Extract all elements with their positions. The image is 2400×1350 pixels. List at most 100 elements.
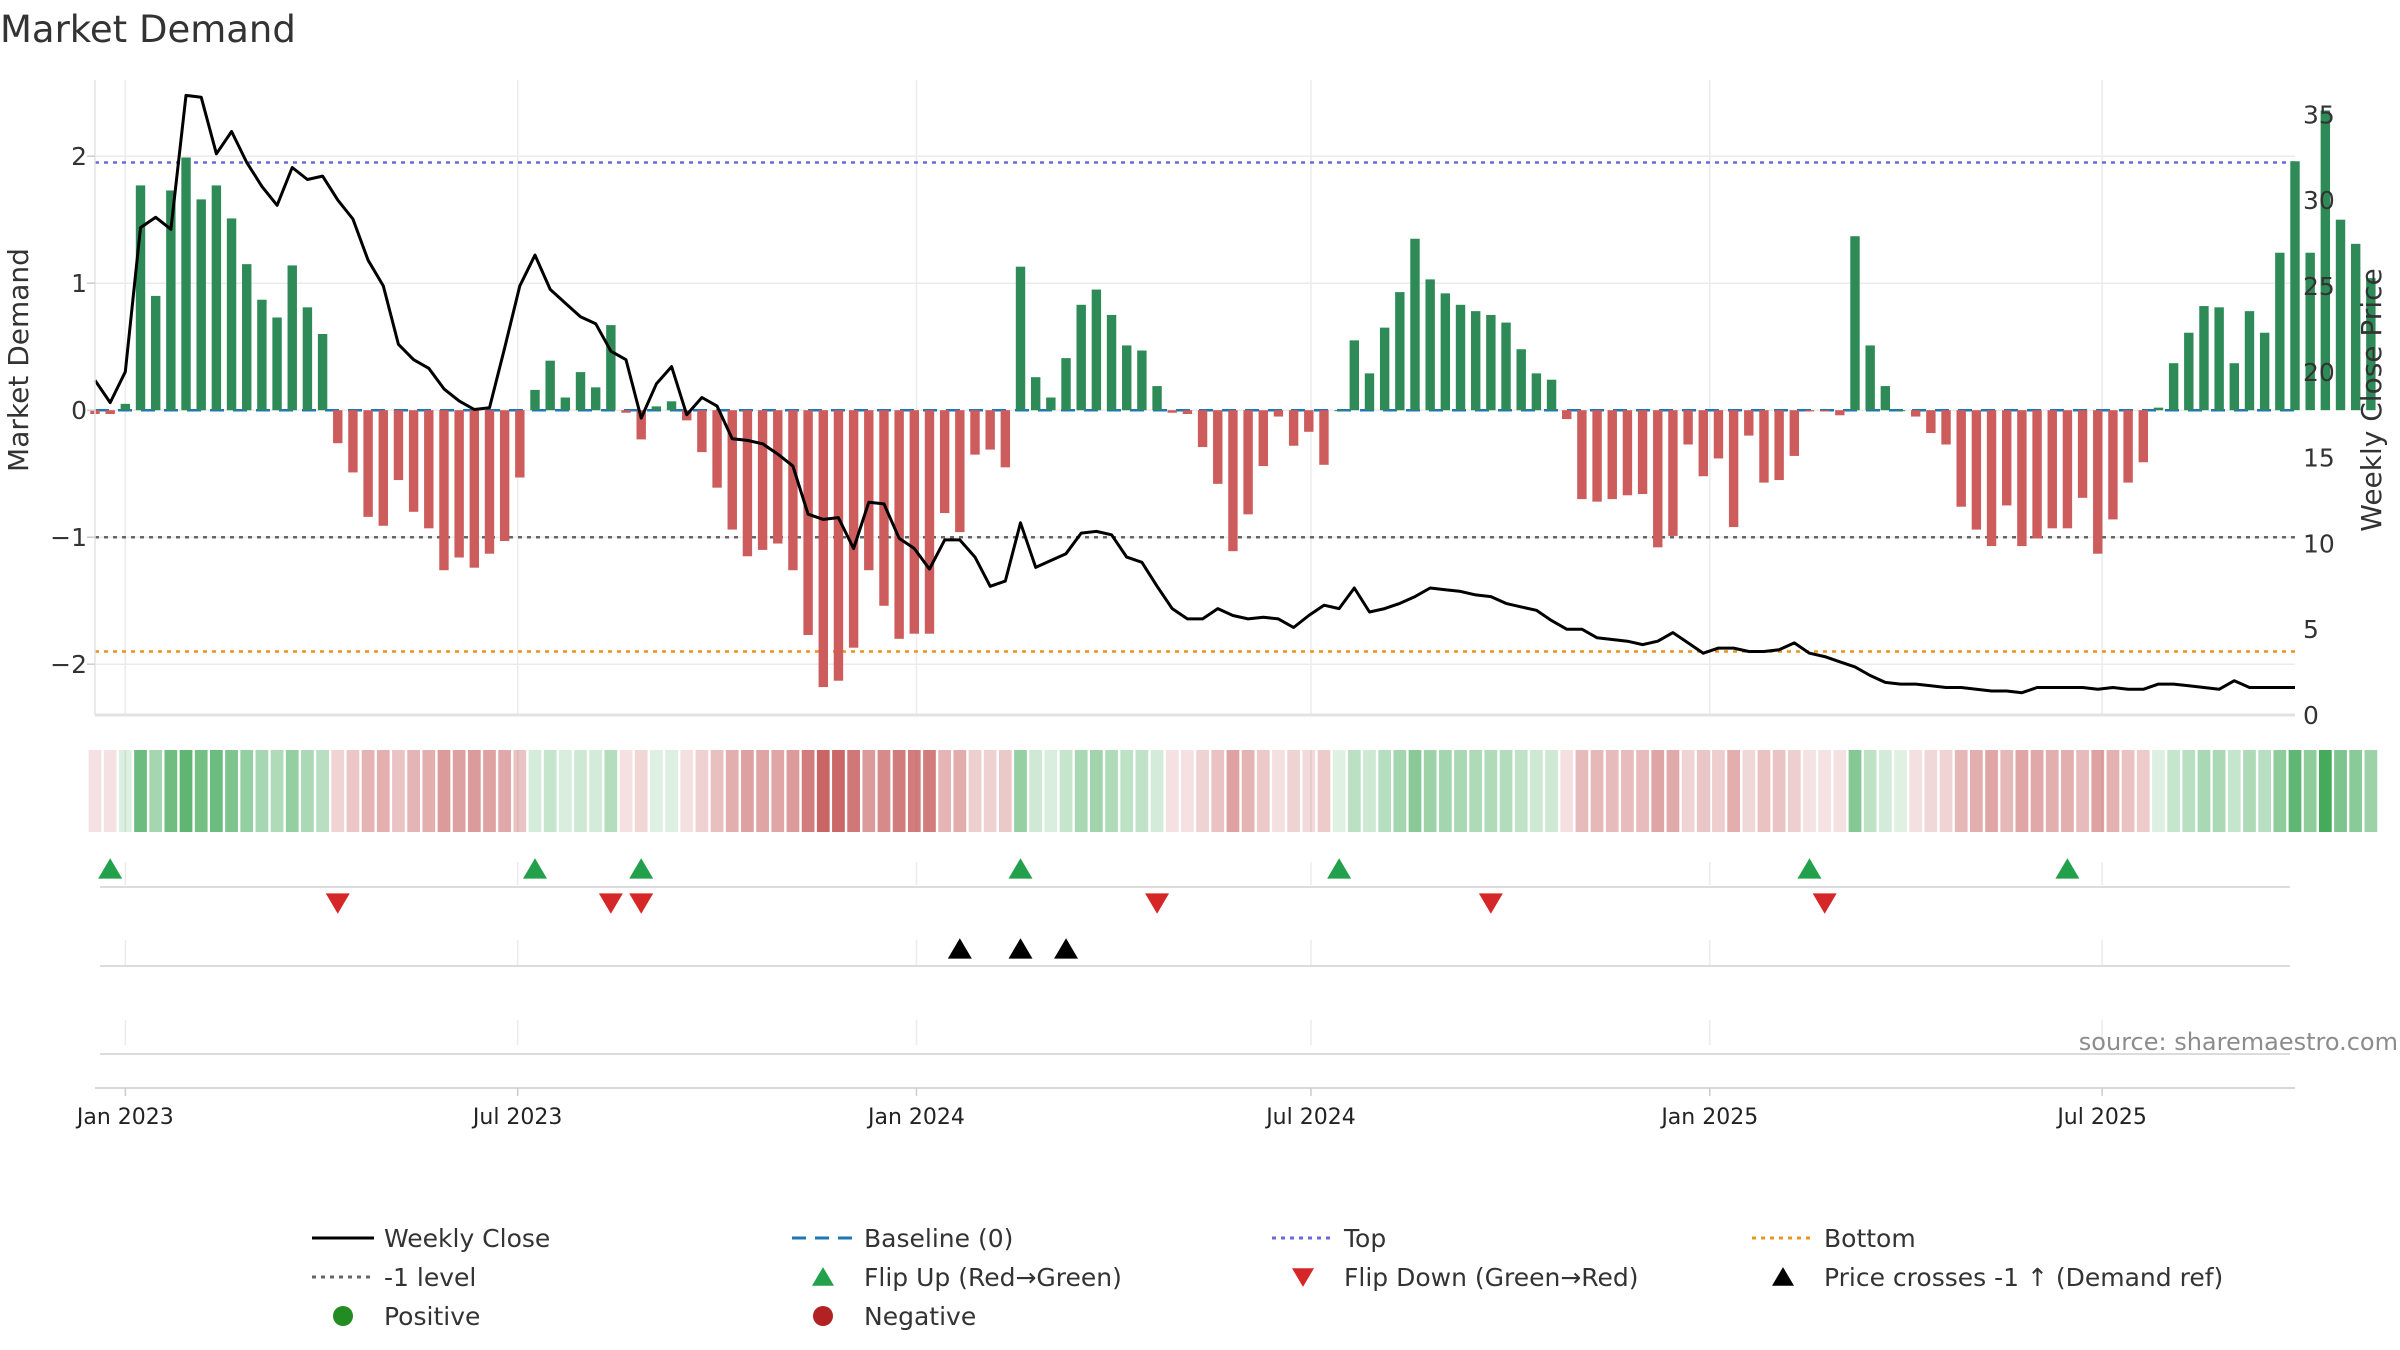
y-axis-label-left: Market Demand — [2, 248, 35, 472]
heat-strip-cell — [1848, 750, 1862, 832]
demand-bar — [2047, 410, 2057, 529]
heat-strip-cell — [301, 750, 314, 832]
legend-swatch-dot — [813, 1306, 833, 1326]
heat-strip-cell — [285, 750, 299, 832]
heat-strip-cell — [1712, 750, 1725, 832]
demand-bar — [1106, 314, 1117, 411]
demand-bar — [378, 410, 388, 526]
flip-up-marker — [523, 858, 547, 879]
heat-strip-cell — [1803, 750, 1816, 832]
demand-bar — [2138, 410, 2148, 463]
demand-bar — [439, 410, 449, 571]
heat-strip-cell — [1954, 750, 1968, 832]
weekly-close-line — [93, 93, 2295, 695]
price-cross-marker — [1054, 938, 1079, 959]
heat-strip-cell — [983, 750, 997, 832]
heat-strip-cell — [2167, 750, 2180, 832]
heat-strip-cell — [240, 750, 254, 832]
source-note: source: sharemaestro.com — [2079, 1028, 2398, 1056]
heat-strip-cell — [1454, 750, 1467, 832]
heat-strip-cell — [923, 750, 936, 832]
demand-bar — [2320, 110, 2331, 411]
heat-strip-cell — [1863, 750, 1877, 832]
event-markers-layer — [98, 858, 2290, 1055]
demand-bar — [864, 410, 874, 571]
heat-strip-cell — [604, 750, 618, 832]
flip-up-marker — [1797, 858, 1822, 879]
heat-strip-cell — [650, 750, 663, 832]
demand-bar — [1819, 410, 1830, 412]
demand-bar — [150, 295, 161, 411]
heat-strip-cell — [1241, 750, 1255, 832]
heat-strip-cell — [149, 750, 163, 832]
heat-strip-cell — [1302, 750, 1316, 832]
demand-bar — [408, 410, 419, 512]
demand-bar — [1364, 373, 1375, 411]
heat-strip-cell — [847, 750, 860, 832]
demand-bar — [1607, 410, 1617, 500]
heat-strip-cell — [1909, 750, 1923, 832]
heat-strip-cell — [270, 750, 284, 832]
x-tick-label: Jan 2025 — [1659, 1105, 1758, 1130]
demand-bar — [1577, 410, 1587, 500]
demand-bar — [2350, 243, 2361, 411]
flip-down-marker — [629, 893, 654, 914]
heat-strip-cell — [2045, 750, 2059, 832]
demand-bar — [1956, 410, 1966, 507]
demand-bar — [1213, 410, 1223, 484]
demand-bar — [348, 410, 358, 473]
heat-strip-cell — [225, 750, 238, 832]
heat-strip-cell — [1256, 750, 1270, 832]
x-tick-label: Jan 2024 — [866, 1105, 965, 1130]
heat-strip-cell — [619, 750, 633, 832]
heat-strip-cell — [1044, 750, 1058, 832]
demand-bar — [1122, 345, 1132, 411]
demand-bar — [1061, 358, 1071, 411]
demand-bar — [2017, 410, 2027, 547]
demand-bar — [788, 410, 798, 571]
heat-strip-cell — [1939, 750, 1953, 832]
heat-strip-cell — [2076, 750, 2089, 832]
heat-strip-cell — [1408, 750, 1422, 832]
heat-strip-cell — [1878, 750, 1892, 832]
demand-bar — [1486, 314, 1496, 411]
heat-strip-cell — [1332, 750, 1346, 832]
demand-bar — [2229, 363, 2240, 411]
heat-strip-cell — [2061, 750, 2074, 832]
demand-bar — [773, 410, 783, 544]
demand-bar — [1850, 236, 1860, 411]
heat-strip-cell — [1970, 750, 1983, 832]
demand-bar — [1319, 410, 1329, 465]
demand-bar — [894, 410, 904, 639]
y-tick-label-left: 2 — [71, 142, 87, 171]
demand-bar — [257, 299, 267, 411]
demand-bar — [317, 334, 328, 411]
demand-bar — [1182, 410, 1193, 415]
heat-strip-cell — [1150, 750, 1164, 832]
y-tick-label-left: 0 — [71, 396, 87, 425]
demand-bar — [1288, 410, 1299, 446]
demand-bar — [2123, 410, 2133, 483]
demand-bar — [985, 410, 995, 450]
heat-strip-cell — [2212, 750, 2226, 832]
demand-bar — [135, 185, 146, 411]
demand-bar — [1971, 410, 1982, 530]
heat-strip-cell — [1272, 750, 1285, 832]
heat-strip-cell — [1757, 750, 1771, 832]
heat-strip-cell — [1545, 750, 1558, 832]
heat-strip-cell — [88, 750, 102, 832]
heat-strip-cell — [680, 750, 694, 832]
heat-strip-cell — [210, 750, 223, 832]
demand-bar — [2335, 219, 2346, 411]
heat-strip-cell — [1742, 750, 1756, 832]
demand-bar — [1228, 410, 1238, 552]
y-tick-label-right: 35 — [2303, 100, 2335, 129]
heat-strip-cell — [1014, 750, 1027, 832]
price-cross-marker — [947, 938, 972, 959]
heat-strip-cell — [179, 750, 193, 832]
heat-strip-cell — [710, 750, 724, 832]
heat-strip-cell — [1894, 750, 1907, 832]
heat-strip-cell — [589, 750, 603, 832]
heat-strip-cell — [407, 750, 420, 832]
